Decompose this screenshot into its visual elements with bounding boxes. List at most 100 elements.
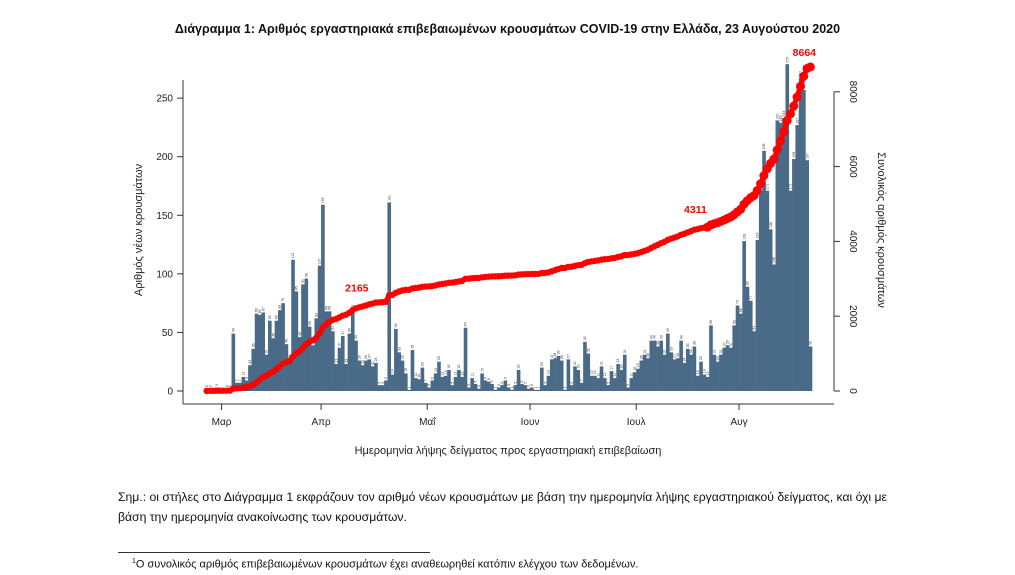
bar-data-label: 65 bbox=[258, 309, 262, 313]
bar-data-label: 1 bbox=[537, 386, 541, 388]
bar bbox=[417, 379, 421, 391]
bar bbox=[626, 387, 630, 391]
bar bbox=[496, 387, 501, 391]
bar-data-label: 112 bbox=[291, 253, 295, 259]
bar bbox=[536, 389, 541, 391]
bar bbox=[632, 372, 637, 391]
bar bbox=[476, 388, 481, 391]
bar bbox=[765, 190, 770, 391]
bar-data-label: 11 bbox=[470, 373, 474, 377]
bar-data-label: 3 bbox=[215, 384, 219, 386]
bar bbox=[609, 371, 614, 391]
bar-data-label: 43 bbox=[354, 335, 358, 339]
cumulative-annotation: 4311 bbox=[684, 204, 707, 216]
bar bbox=[732, 325, 737, 391]
bar-data-label: 31 bbox=[623, 349, 627, 353]
y-right-tick-label: 2000 bbox=[847, 305, 858, 328]
bar bbox=[404, 373, 408, 391]
bar-data-label: 28 bbox=[676, 353, 680, 357]
cumulative-point bbox=[759, 171, 769, 181]
bars bbox=[205, 64, 813, 392]
bar-data-label: 12 bbox=[454, 371, 458, 375]
x-axis-label: Ημερομηνία λήψης δείγματος προς εργαστηρ… bbox=[355, 445, 662, 457]
chart-title: Διάγραμμα 1: Αριθμός εργαστηριακά επιβεβ… bbox=[174, 22, 841, 36]
bar bbox=[483, 380, 488, 391]
bar-data-label: 18 bbox=[457, 364, 461, 368]
bar-data-label: 159 bbox=[321, 197, 325, 203]
bar bbox=[702, 374, 707, 391]
footnote: 1Ο συνολικός αριθμός επιβεβαιωμένων κρου… bbox=[132, 558, 638, 571]
bar-data-label: 12 bbox=[706, 371, 710, 375]
bar bbox=[566, 359, 571, 391]
bar-data-label: 2 bbox=[527, 385, 531, 387]
bar-data-label: 12 bbox=[460, 371, 464, 375]
bar bbox=[390, 374, 395, 391]
bar bbox=[619, 369, 624, 391]
bar bbox=[579, 382, 584, 391]
bar bbox=[530, 387, 534, 391]
bar bbox=[463, 327, 468, 391]
bar bbox=[659, 340, 664, 391]
bar-data-label: 7 bbox=[238, 379, 242, 381]
bar bbox=[314, 318, 319, 391]
bar-data-label: 9 bbox=[431, 377, 435, 379]
y-axis-right-label: Συνολικός αριθμός κρουσμάτων bbox=[875, 152, 887, 308]
bar bbox=[443, 375, 448, 391]
bar bbox=[768, 229, 773, 391]
bar-data-label: 60 bbox=[275, 315, 279, 319]
bar bbox=[258, 314, 262, 391]
bar bbox=[719, 354, 723, 391]
bar-data-label: 9 bbox=[245, 377, 249, 379]
cumulative-point bbox=[772, 145, 782, 155]
bar bbox=[805, 160, 809, 391]
bar bbox=[486, 381, 491, 391]
bar-data-label: 13 bbox=[547, 370, 551, 374]
bar-data-label: 22 bbox=[248, 360, 252, 364]
bar-data-label: 45 bbox=[271, 333, 275, 337]
bar-data-label: 42 bbox=[583, 336, 587, 340]
bar bbox=[370, 366, 375, 391]
bar bbox=[612, 378, 617, 391]
bar bbox=[268, 320, 272, 391]
footnote-divider bbox=[118, 552, 430, 553]
cumulative-point bbox=[792, 92, 802, 102]
bar bbox=[792, 159, 796, 391]
bar-data-label: 7 bbox=[424, 379, 428, 381]
bar-data-label: 69 bbox=[351, 305, 355, 309]
bar bbox=[672, 359, 677, 391]
bar-data-label: 5 bbox=[377, 382, 381, 384]
cumulative-point bbox=[789, 101, 799, 111]
bar bbox=[785, 64, 790, 392]
bar bbox=[722, 347, 727, 391]
bar bbox=[400, 360, 405, 391]
bar bbox=[745, 286, 750, 391]
bar-data-label: 128 bbox=[742, 234, 746, 240]
bar bbox=[705, 376, 710, 391]
bar bbox=[513, 385, 518, 391]
bar bbox=[420, 367, 425, 391]
bar bbox=[311, 345, 315, 391]
bar bbox=[739, 313, 743, 391]
bar-data-label: 51 bbox=[752, 326, 756, 330]
bar-data-label: 3 bbox=[427, 384, 431, 386]
bar-data-label: 38 bbox=[693, 341, 697, 345]
bar-data-label: 26 bbox=[358, 355, 362, 359]
bar bbox=[447, 369, 451, 391]
bar-data-label: 36 bbox=[686, 343, 690, 347]
cumulative-point bbox=[769, 154, 779, 164]
bar bbox=[679, 340, 683, 391]
bar-data-label: 77 bbox=[749, 295, 753, 299]
bar bbox=[662, 354, 667, 391]
chart: 2203002249771292236666567316045606975402… bbox=[133, 47, 887, 457]
bar bbox=[331, 331, 335, 391]
bar-data-label: 13 bbox=[590, 370, 594, 374]
bar-data-label: 31 bbox=[689, 349, 693, 353]
bar bbox=[271, 338, 275, 391]
bar bbox=[709, 325, 713, 391]
bar-data-label: 27 bbox=[567, 354, 571, 358]
bar bbox=[364, 360, 368, 391]
bar-data-label: 227 bbox=[795, 118, 799, 124]
bar-data-label: 24 bbox=[374, 357, 378, 361]
bar-data-label: 60 bbox=[268, 315, 272, 319]
bar-data-label: 198 bbox=[792, 152, 796, 158]
